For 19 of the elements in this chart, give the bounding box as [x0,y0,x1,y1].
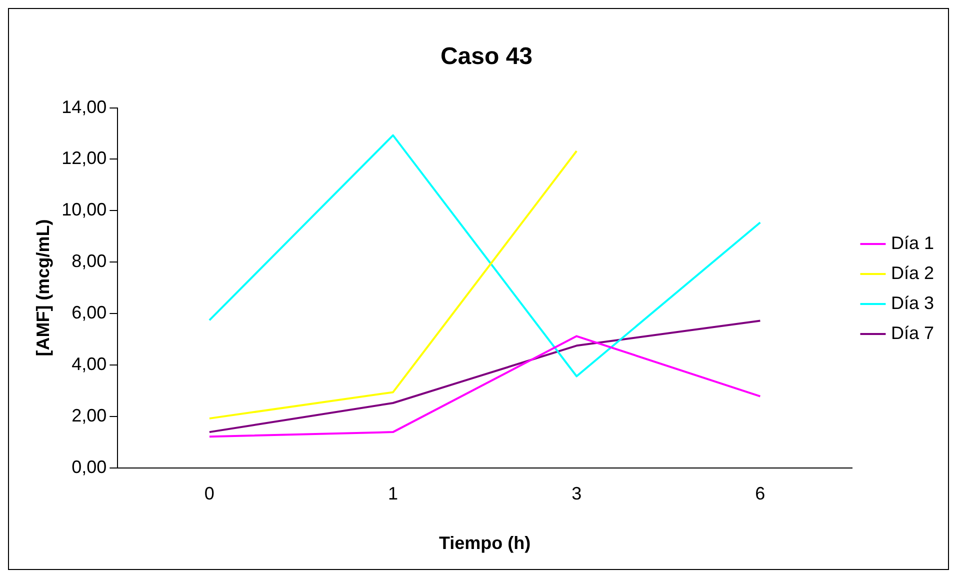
y-tick-label: 12,00 [62,148,107,168]
y-tick-label: 14,00 [62,96,107,117]
y-tick-label: 10,00 [62,200,107,220]
x-tick-label: 3 [572,484,582,504]
legend-label: Día 7 [890,322,934,343]
y-tick-label: 8,00 [72,251,107,272]
y-tick-label: 0,00 [72,456,107,477]
x-tick-label: 6 [755,484,766,504]
chart-title: Caso 43 [440,43,533,70]
x-axis-title: Tiempo (h) [438,533,531,554]
y-tick-label: 2,00 [72,405,107,426]
legend-label: Día 1 [890,232,934,253]
legend-label: Día 2 [890,262,934,283]
y-tick-label: 6,00 [72,302,107,322]
y-axis-title: [AMF] (mcg/mL) [32,219,53,356]
x-tick-label: 0 [204,484,214,504]
legend-label: Día 3 [890,292,934,313]
y-tick-label: 4,00 [72,354,107,374]
x-tick-label: 1 [388,484,398,504]
